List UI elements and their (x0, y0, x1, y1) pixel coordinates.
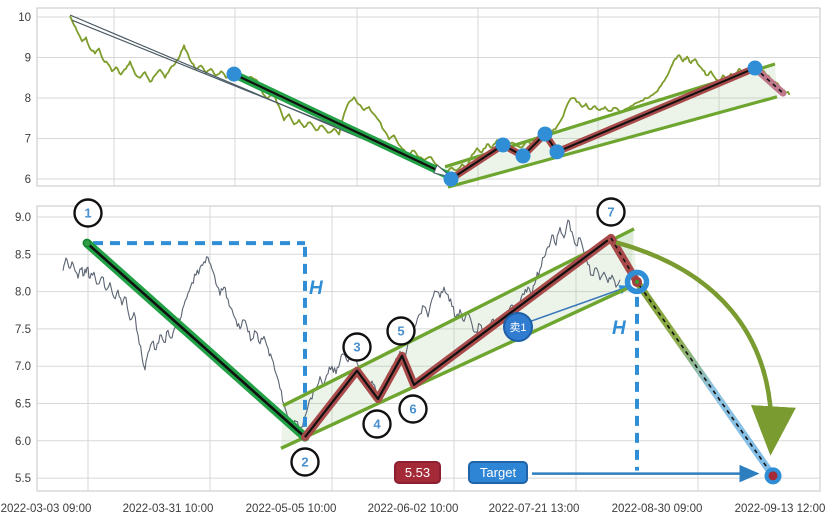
sell-point-center (635, 279, 639, 284)
panel-frames (36, 7, 821, 492)
bottom-y-tick-label: 7.5 (15, 324, 31, 336)
bottom-price-line (62, 219, 621, 434)
pivot-dot (747, 60, 763, 76)
top-channel-lower-line (447, 95, 778, 189)
x-tick-label: 2022-06-02 10:00 (368, 503, 459, 515)
x-tick-label: 2022-05-05 10:00 (246, 503, 337, 515)
impulse-start-dot (83, 239, 91, 248)
pattern-point-digit-1: 1 (84, 206, 91, 221)
target-label-tag[interactable]: Target (468, 461, 528, 484)
top-zigzag-core (450, 67, 756, 180)
top-impulse-core (232, 72, 451, 177)
bottom-y-tick-label: 7.0 (15, 361, 31, 373)
pattern-point-digit-3: 3 (353, 340, 360, 355)
x-tick-label: 2022-07-21 13:00 (489, 503, 580, 515)
bottom-channel-lower-line (280, 285, 631, 450)
pattern-markers: 1 2 3 4 5 6 7 (73, 60, 782, 485)
pattern-point-digit-7: 7 (607, 205, 614, 220)
pattern-point-digit-4: 4 (373, 417, 381, 432)
pattern-point-circle-2 (290, 447, 320, 477)
sell-order-badge[interactable]: 卖1 (503, 312, 533, 342)
sell-point-ring (624, 269, 650, 295)
bottom-y-tick-label: 8.0 (15, 287, 31, 299)
x-tick-label: 2022-09-13 12:00 (735, 503, 825, 515)
top-y-tick-label: 7 (25, 134, 31, 146)
pivot-dot (226, 66, 242, 82)
top-projection-core (754, 67, 784, 94)
pivot-dot (515, 148, 531, 164)
x-tick-label: 2022-03-31 10:00 (123, 503, 214, 515)
h-measure-label-2: H (612, 318, 626, 339)
bottom-y-tick-label: 9.0 (15, 212, 31, 224)
pattern-point-digit-2: 2 (301, 455, 308, 470)
top-y-tick-label: 8 (25, 93, 31, 105)
pivot-dot (549, 144, 565, 160)
bottom-y-tick-label: 5.5 (15, 473, 31, 485)
pivot-dot (495, 137, 511, 153)
projection-curved-arrow (615, 240, 796, 456)
pattern-point-circle-6 (398, 394, 428, 424)
bottom-y-tick-label: 6.0 (15, 436, 31, 448)
top-y-tick-label: 10 (18, 12, 31, 24)
bottom-impulse-core (85, 241, 307, 439)
bottom-panel (36, 205, 821, 492)
target-point-inner (768, 471, 778, 481)
pattern-point-circle-5 (386, 316, 416, 346)
pattern-point-circle-7 (596, 197, 626, 227)
pattern-point-circle-3 (342, 332, 372, 362)
h-measure-label-1: H (309, 278, 323, 299)
pivot-dot (443, 171, 459, 187)
bottom-zigzag-core (304, 237, 612, 438)
pattern-point-circle-1 (73, 198, 103, 228)
pattern-point-digit-5: 5 (397, 324, 404, 339)
top-y-tick-label: 9 (25, 53, 31, 65)
x-tick-label: 2022-03-03 09:00 (1, 503, 92, 515)
pivot-dot (537, 126, 553, 142)
x-tick-label: 2022-08-30 09:00 (612, 503, 703, 515)
pattern-point-digit-6: 6 (409, 402, 416, 417)
bottom-channel-upper-line (282, 227, 635, 408)
pattern-point-circle-4 (362, 409, 392, 439)
top-y-tick-label: 6 (25, 174, 31, 186)
axis-labels: 10 9 8 7 6 9.0 8.5 8.0 7.5 7.0 6.5 6.0 5.5 2022-03-03… (1, 12, 825, 515)
target-price-tag: 5.53 (394, 461, 441, 484)
bottom-y-tick-label: 6.5 (15, 399, 31, 411)
bottom-y-tick-label: 8.5 (15, 249, 31, 261)
